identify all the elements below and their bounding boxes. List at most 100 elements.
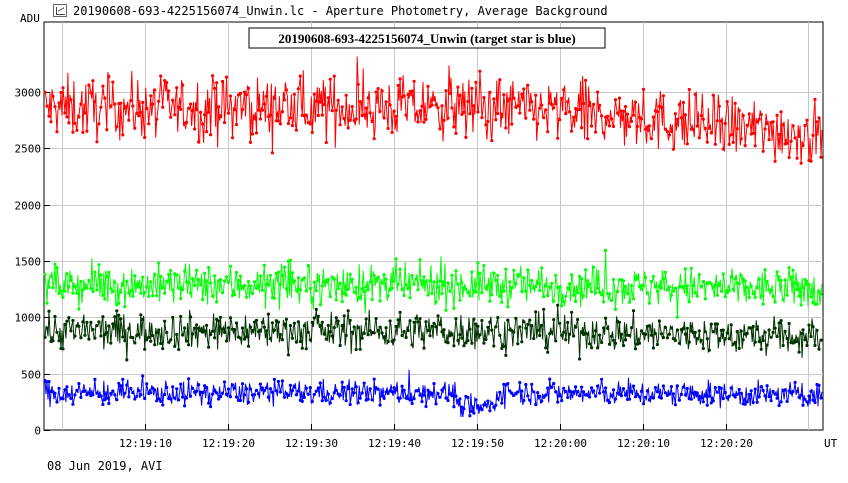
data-point <box>394 324 398 329</box>
data-point <box>330 397 334 401</box>
data-point <box>91 393 95 397</box>
data-point <box>613 397 618 401</box>
data-point <box>751 401 755 405</box>
data-point <box>209 405 213 409</box>
data-point <box>378 403 382 407</box>
data-point <box>296 389 300 393</box>
data-point <box>296 87 300 91</box>
data-point <box>621 279 626 283</box>
data-point <box>552 381 556 386</box>
data-point <box>723 121 727 126</box>
data-point <box>789 139 793 143</box>
data-point <box>384 100 388 104</box>
data-point <box>717 337 721 341</box>
data-point <box>775 113 779 117</box>
data-point <box>115 398 119 402</box>
data-point <box>260 288 264 292</box>
data-point <box>506 99 510 103</box>
data-point <box>238 398 243 403</box>
data-point <box>107 324 111 328</box>
data-point <box>819 292 823 296</box>
data-point <box>193 127 197 131</box>
data-point <box>418 109 422 113</box>
data-point <box>661 277 666 281</box>
data-point <box>181 83 185 87</box>
data-point <box>536 282 540 286</box>
data-point <box>474 398 478 402</box>
data-point <box>649 137 654 141</box>
data-point <box>119 101 123 105</box>
data-point <box>532 117 536 121</box>
data-point <box>705 140 709 144</box>
data-point <box>89 91 93 95</box>
data-point <box>709 322 713 326</box>
data-point <box>67 285 71 289</box>
data-point <box>344 293 348 297</box>
data-point <box>362 331 366 335</box>
data-point <box>807 323 811 327</box>
data-point <box>739 329 743 333</box>
data-point <box>238 274 243 278</box>
data-point <box>199 110 203 114</box>
data-point <box>524 382 528 387</box>
data-point <box>306 392 310 396</box>
data-point <box>226 387 231 391</box>
data-point <box>133 397 137 401</box>
data-point <box>386 126 390 130</box>
data-point <box>819 396 823 400</box>
data-point <box>47 285 51 289</box>
data-point <box>318 381 322 385</box>
data-point <box>57 339 61 343</box>
data-point <box>675 117 680 121</box>
data-point <box>93 336 97 340</box>
data-point <box>163 291 167 295</box>
footer-date-label: 08 Jun 2019, AVI <box>47 459 163 473</box>
data-point <box>751 324 755 329</box>
data-point <box>727 289 731 293</box>
data-point <box>474 80 478 84</box>
data-point <box>77 382 81 386</box>
data-point <box>554 390 558 394</box>
data-point <box>647 124 652 128</box>
data-point <box>651 115 656 119</box>
data-point <box>697 136 701 140</box>
data-point <box>731 342 735 346</box>
data-point <box>647 324 652 328</box>
data-point <box>440 292 444 296</box>
data-point <box>711 330 715 334</box>
data-point <box>392 338 396 342</box>
data-point <box>625 112 630 116</box>
chart-app-icon <box>53 4 67 17</box>
data-point <box>743 144 747 148</box>
data-point <box>683 267 688 271</box>
data-point <box>222 330 227 334</box>
data-point <box>598 290 602 294</box>
data-point <box>97 320 101 324</box>
data-point <box>244 387 249 391</box>
data-point <box>123 391 127 395</box>
data-point <box>354 285 358 289</box>
data-point <box>69 278 73 283</box>
data-point <box>111 289 115 294</box>
data-point <box>312 392 316 397</box>
data-point <box>43 90 47 94</box>
data-point <box>177 105 181 109</box>
data-point <box>252 393 257 397</box>
data-point <box>805 279 809 284</box>
data-point <box>478 69 482 73</box>
data-point <box>396 318 400 322</box>
data-point <box>175 332 179 337</box>
data-point <box>775 270 779 274</box>
data-point <box>611 388 616 392</box>
data-point <box>681 326 686 330</box>
data-point <box>320 284 324 288</box>
data-point <box>211 392 215 396</box>
data-point <box>139 110 143 115</box>
data-point <box>195 389 199 393</box>
data-point <box>747 112 751 116</box>
data-point <box>414 277 418 281</box>
data-point <box>647 398 652 402</box>
data-point <box>631 297 636 301</box>
data-point <box>558 285 562 289</box>
data-point <box>584 268 588 272</box>
